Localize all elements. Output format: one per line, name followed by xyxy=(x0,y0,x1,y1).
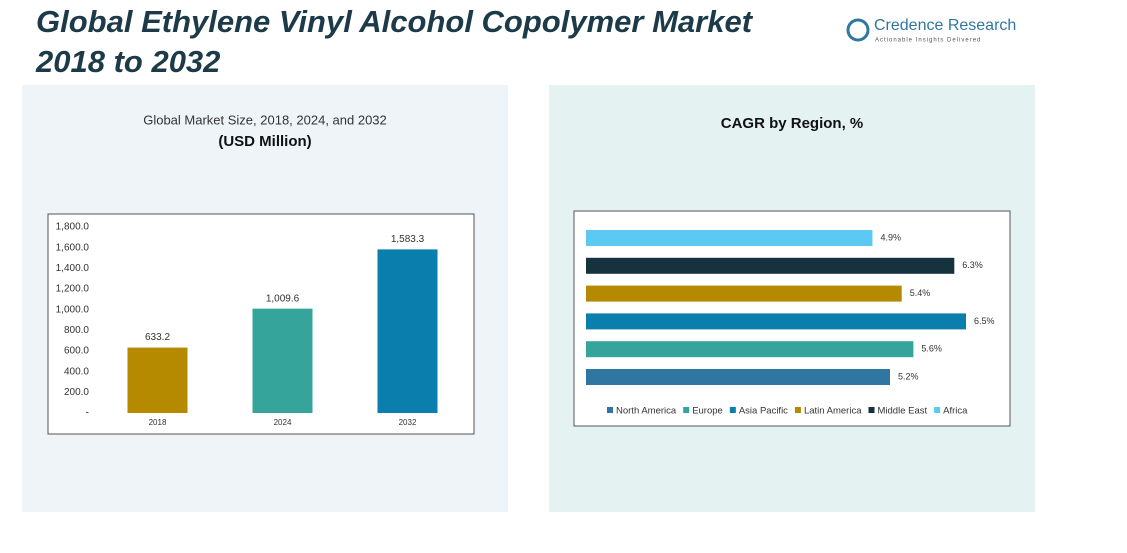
value-label: 633.2 xyxy=(145,332,170,343)
chart-title: Global Market Size, 2018, 2024, and 2032 xyxy=(143,112,387,127)
value-label: 6.5% xyxy=(974,316,995,326)
x-tick-label: 2032 xyxy=(399,418,417,427)
bar xyxy=(127,347,188,413)
bar xyxy=(252,308,313,413)
bar xyxy=(377,249,438,413)
chart-subtitle: (USD Million) xyxy=(218,133,311,150)
page-title: 2018 to 2032 xyxy=(35,44,220,79)
value-label: 6.3% xyxy=(962,260,983,270)
legend-label: Africa xyxy=(943,406,968,417)
bar xyxy=(586,230,873,246)
y-tick-label: 400.0 xyxy=(64,366,89,377)
bar xyxy=(586,313,966,330)
legend-swatch xyxy=(934,407,941,413)
y-tick-label: 1,000.0 xyxy=(56,304,90,315)
y-tick-label: 1,400.0 xyxy=(56,263,90,274)
value-label: 5.2% xyxy=(898,371,919,381)
legend-swatch xyxy=(868,407,875,413)
value-label: 1,583.3 xyxy=(391,234,425,245)
value-label: 5.6% xyxy=(921,344,942,354)
y-tick-label: 1,200.0 xyxy=(56,284,90,295)
legend-swatch xyxy=(729,407,736,413)
legend-label: Middle East xyxy=(878,406,928,417)
y-tick-label: 800.0 xyxy=(64,325,89,336)
legend-label: Europe xyxy=(692,406,723,417)
bar xyxy=(586,369,890,385)
y-tick-label: 600.0 xyxy=(64,346,89,357)
value-label: 1,009.6 xyxy=(266,293,300,304)
y-tick-label: 1,800.0 xyxy=(56,222,90,233)
legend-label: Latin America xyxy=(804,406,862,417)
value-label: 5.4% xyxy=(910,288,931,298)
bar xyxy=(586,285,902,302)
value-label: 4.9% xyxy=(880,232,901,242)
bar xyxy=(586,257,955,274)
y-tick-label: - xyxy=(86,408,89,419)
x-tick-label: 2018 xyxy=(149,418,167,427)
logo-icon xyxy=(846,18,870,42)
page-title: Global Ethylene Vinyl Alcohol Copolymer … xyxy=(36,4,754,39)
logo-name: Credence Research xyxy=(874,17,1016,34)
legend-swatch xyxy=(683,407,690,413)
bar xyxy=(586,341,914,358)
y-tick-label: 200.0 xyxy=(64,387,89,398)
x-tick-label: 2024 xyxy=(274,418,292,427)
logo-tagline: Actionable Insights Delivered xyxy=(875,38,981,44)
legend-label: North America xyxy=(616,406,677,417)
legend-label: Asia Pacific xyxy=(739,406,788,417)
legend-swatch xyxy=(607,407,613,413)
y-tick-label: 1,600.0 xyxy=(56,242,90,253)
chart-title: CAGR by Region, % xyxy=(721,115,864,132)
legend-swatch xyxy=(794,407,801,413)
